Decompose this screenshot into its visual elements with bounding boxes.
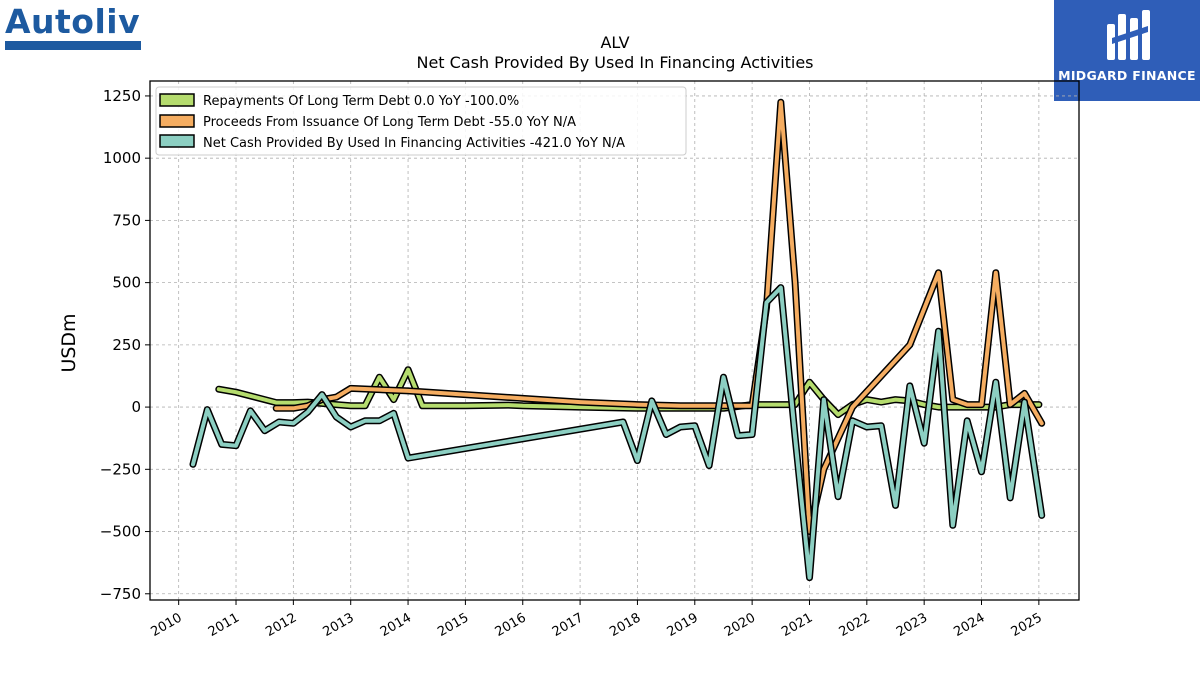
- series-outline-proceeds: [272, 98, 1046, 535]
- legend-swatch-net-cash: [159, 134, 195, 148]
- x-tick-label: 2012: [263, 610, 299, 640]
- x-tick-label: 2019: [665, 610, 701, 640]
- y-tick-label: 0: [131, 398, 141, 416]
- y-tick-label: 250: [112, 336, 141, 354]
- brand-logo-right-text: MIDGARD FINANCE: [1058, 68, 1196, 83]
- y-tick-label: 500: [112, 274, 141, 292]
- x-axis: 2010 2011 2012 2013 2014 2015 2016 2017 2018 2019…: [149, 600, 1045, 640]
- legend-swatch-repayments: [159, 93, 195, 107]
- y-axis-label: USDm: [58, 313, 80, 372]
- x-tick-label: 2015: [435, 610, 471, 640]
- y-tick-label: 1000: [103, 149, 141, 167]
- legend-entry-proceeds: Proceeds From Issuance Of Long Term Debt…: [159, 114, 576, 130]
- x-tick-label: 2020: [722, 610, 758, 640]
- x-tick-label: 2017: [550, 610, 586, 640]
- x-tick-label: 2022: [837, 610, 873, 640]
- x-tick-label: 2023: [894, 610, 930, 640]
- x-tick-label: 2014: [378, 610, 414, 640]
- legend-swatch-proceeds: [159, 114, 195, 128]
- series-group: [189, 98, 1046, 582]
- x-tick-label: 2025: [1009, 610, 1045, 640]
- brand-logo-right: MIDGARD FINANCE: [1054, 0, 1200, 101]
- brand-logo-left-text: Autoliv: [5, 2, 141, 41]
- legend-label-repayments: Repayments Of Long Term Debt 0.0 YoY -10…: [203, 94, 519, 109]
- x-tick-label: 2010: [149, 610, 185, 640]
- legend-entry-repayments: Repayments Of Long Term Debt 0.0 YoY -10…: [159, 93, 519, 109]
- y-tick-label: −500: [100, 523, 141, 541]
- x-tick-label: 2018: [607, 610, 643, 640]
- y-tick-label: −750: [100, 585, 141, 603]
- brand-logo-left-underline: [5, 41, 141, 50]
- plot-frame: [149, 80, 1080, 601]
- y-tick-label: 750: [112, 211, 141, 229]
- legend-label-net-cash: Net Cash Provided By Used In Financing A…: [203, 136, 625, 151]
- x-tick-label: 2011: [206, 610, 242, 640]
- x-tick-label: 2024: [951, 610, 987, 640]
- y-tick-label: 1250: [103, 87, 141, 105]
- series-line-net-cash: [191, 285, 1044, 580]
- legend-label-proceeds: Proceeds From Issuance Of Long Term Debt…: [203, 115, 576, 130]
- brand-logo-left: Autoliv: [5, 4, 145, 54]
- x-tick-label: 2013: [321, 610, 357, 640]
- legend-box: [155, 86, 687, 156]
- y-tick-label: −250: [100, 460, 141, 478]
- y-axis: −750 −500 −250 0 250 500 750 1000 1250: [100, 87, 150, 603]
- chart-subtitle: Net Cash Provided By Used In Financing A…: [416, 53, 813, 72]
- legend: Repayments Of Long Term Debt 0.0 YoY -10…: [155, 86, 687, 156]
- legend-entry-net-cash: Net Cash Provided By Used In Financing A…: [159, 134, 625, 151]
- chart-title: ALV: [600, 33, 629, 52]
- series-line-proceeds: [274, 100, 1044, 534]
- x-tick-label: 2021: [779, 610, 815, 640]
- midgard-mark-icon: [1107, 10, 1150, 60]
- x-tick-label: 2016: [493, 610, 529, 640]
